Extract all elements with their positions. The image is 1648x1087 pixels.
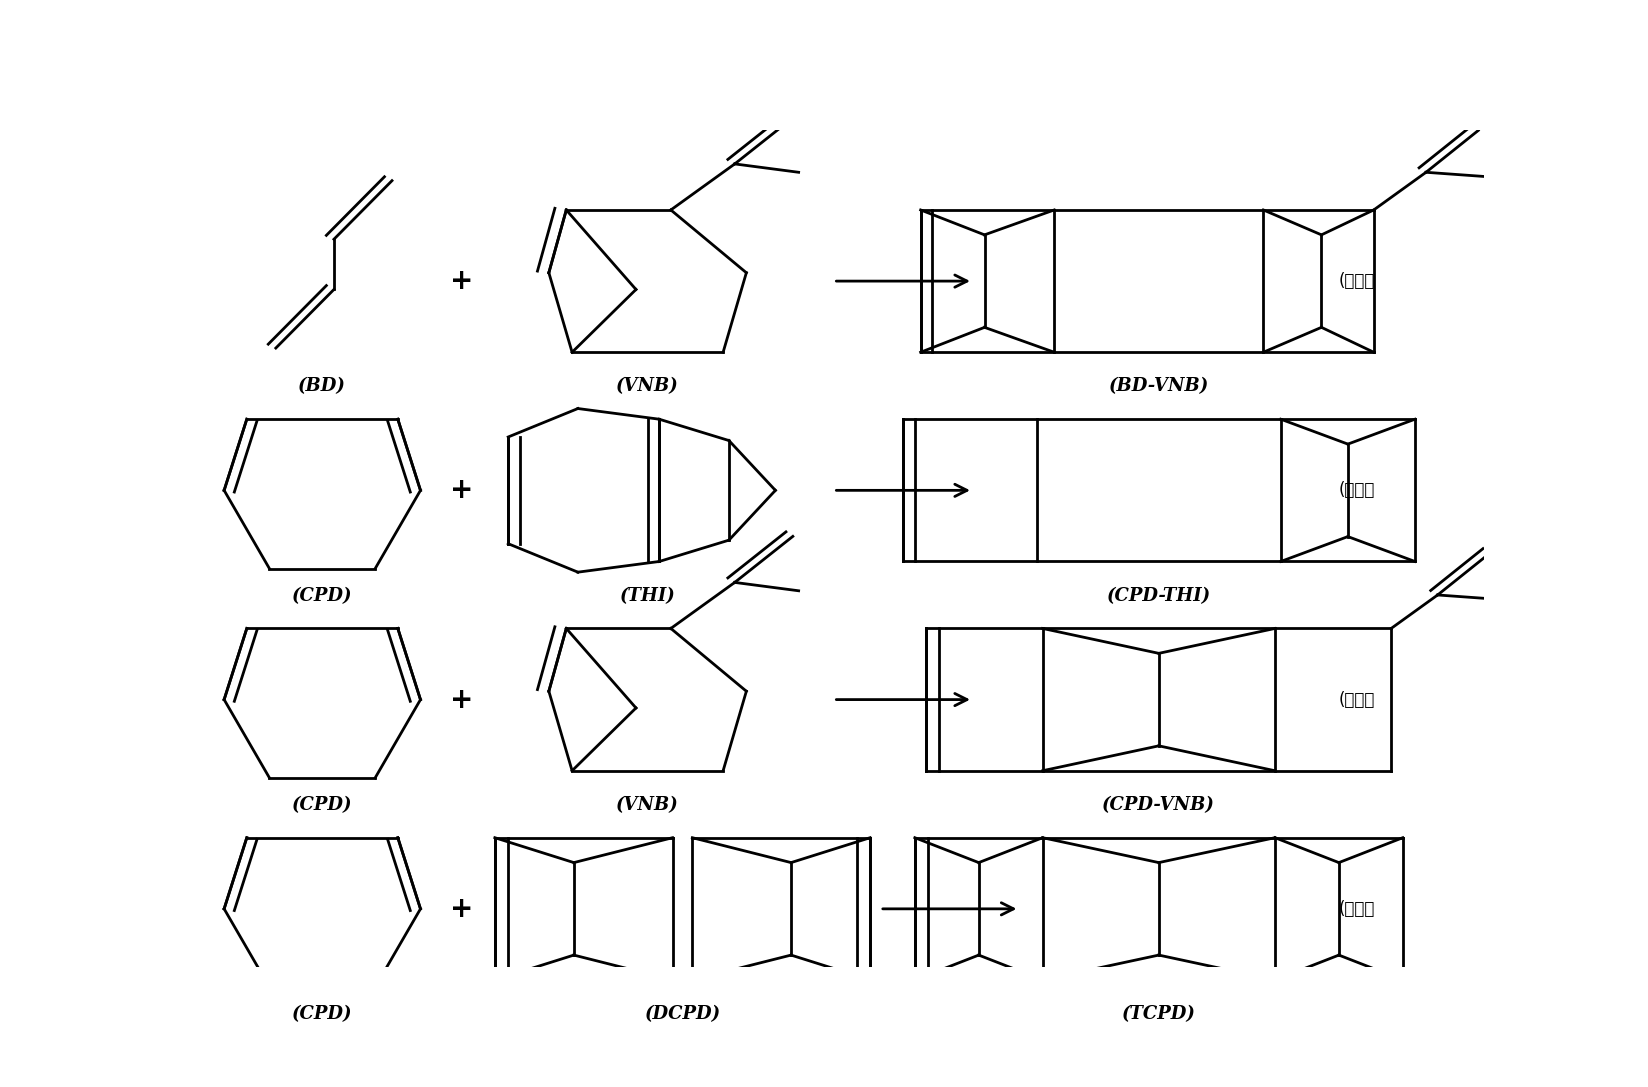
Text: (副产物: (副产物 xyxy=(1338,482,1374,499)
Text: (CPD): (CPD) xyxy=(292,1005,353,1023)
Text: (THI): (THI) xyxy=(620,587,676,604)
Text: (CPD): (CPD) xyxy=(292,587,353,604)
Text: (TCPD): (TCPD) xyxy=(1121,1005,1195,1023)
Text: +: + xyxy=(450,686,473,713)
Text: (副产物: (副产物 xyxy=(1338,690,1374,709)
Text: (CPD): (CPD) xyxy=(292,796,353,814)
Text: (VNB): (VNB) xyxy=(616,377,679,396)
Text: +: + xyxy=(450,895,473,923)
Text: (BD): (BD) xyxy=(298,377,346,396)
Text: +: + xyxy=(450,267,473,295)
Text: (DCPD): (DCPD) xyxy=(644,1005,720,1023)
Text: (CPD-VNB): (CPD-VNB) xyxy=(1103,796,1215,814)
Text: (BD-VNB): (BD-VNB) xyxy=(1107,377,1208,396)
Text: (VNB): (VNB) xyxy=(616,796,679,814)
Text: (副产物: (副产物 xyxy=(1338,900,1374,917)
Text: (CPD-THI): (CPD-THI) xyxy=(1106,587,1210,604)
Text: +: + xyxy=(450,476,473,504)
Text: (副产物: (副产物 xyxy=(1338,272,1374,290)
